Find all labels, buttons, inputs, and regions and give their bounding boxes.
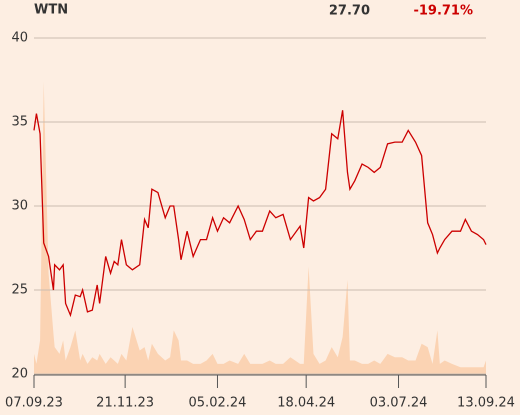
y-tick-label: 25 [11,283,28,298]
change: -19.71% [413,4,473,19]
x-tick-label: 05.02.24 [189,396,247,411]
x-tick-label: 03.07.24 [370,396,428,411]
ticker: WTN [34,3,68,18]
x-tick-label: 07.09.23 [5,396,63,411]
volume-area [34,81,486,375]
y-tick-label: 30 [11,199,28,214]
x-tick-label: 21.11.23 [96,396,154,411]
y-tick-label: 35 [11,115,28,130]
y-tick-label: 40 [11,31,28,46]
x-tick-label: 18.04.24 [277,396,335,411]
y-tick-label: 20 [11,367,28,382]
price-line [33,110,487,318]
x-tick-label: 13.09.24 [457,396,515,411]
last-price: 27.70 [329,4,370,19]
